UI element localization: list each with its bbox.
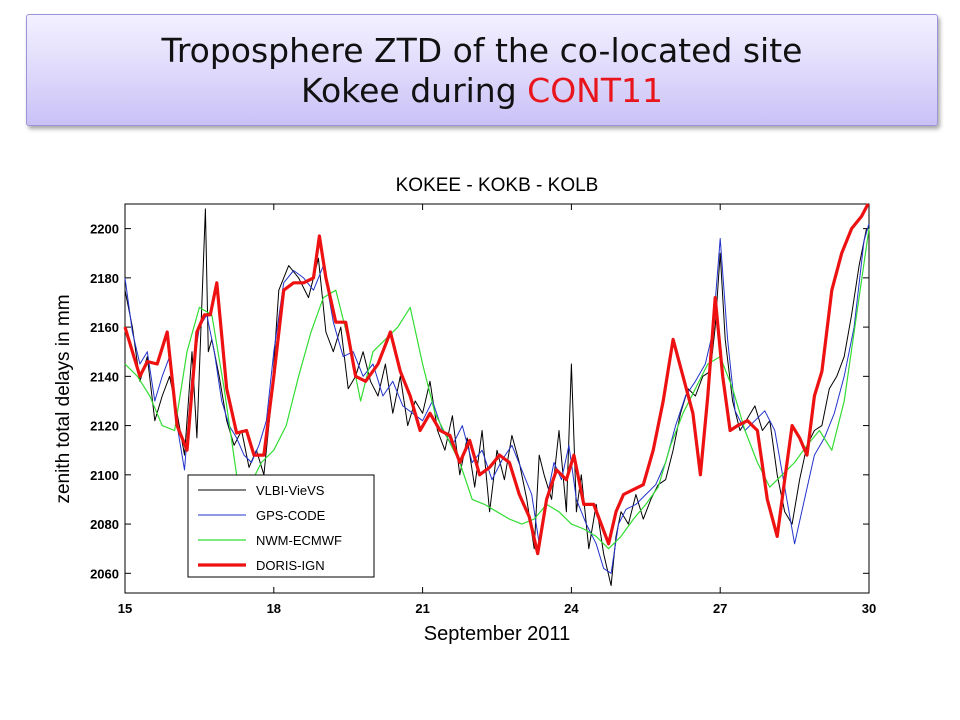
x-tick-label: 18 xyxy=(267,601,281,616)
y-tick-label: 2120 xyxy=(90,419,119,434)
slide-title-highlight: CONT11 xyxy=(527,71,664,110)
chart-title: KOKEE - KOKB - KOLB xyxy=(396,175,599,196)
y-tick-label: 2200 xyxy=(90,222,119,237)
x-tick-label: 24 xyxy=(564,601,579,616)
y-axis-label: zenith total delays in mm xyxy=(53,294,74,503)
y-tick-label: 2060 xyxy=(90,566,119,581)
slide-title-line2-prefix: Kokee during xyxy=(300,71,528,110)
x-tick-label: 21 xyxy=(415,601,429,616)
y-tick-label: 2160 xyxy=(90,320,119,335)
x-tick-label: 30 xyxy=(862,601,876,616)
legend-entries: VLBI-VieVS GPS-CODE NWM-ECMWF DORIS-IGN xyxy=(198,483,342,573)
slide-title-line1: Troposphere ZTD of the co-located site xyxy=(161,31,803,70)
y-tick-label: 2080 xyxy=(90,517,119,532)
legend-label-vlbi-vievs: VLBI-VieVS xyxy=(256,483,325,498)
legend-label-doris-ign: DORIS-IGN xyxy=(256,558,325,573)
slide-title-line2: Kokee during CONT11 xyxy=(27,71,937,111)
legend-label-nwm-ecmwf: NWM-ECMWF xyxy=(256,533,342,548)
legend-box xyxy=(187,474,375,578)
series-line-doris-ign xyxy=(123,203,870,556)
legend-label-gps-code: GPS-CODE xyxy=(256,508,326,523)
x-tick-label: 27 xyxy=(713,601,727,616)
series-line-vlbi-vievs xyxy=(124,208,867,587)
y-tick-label: 2180 xyxy=(90,271,119,286)
y-tick-label: 2100 xyxy=(90,468,119,483)
slide-title-banner: Troposphere ZTD of the co-located site K… xyxy=(26,14,938,126)
legend: VLBI-VieVS GPS-CODE NWM-ECMWF DORIS-IGN xyxy=(187,474,375,578)
x-axis-label: September 2011 xyxy=(424,623,570,645)
x-tick-label: 15 xyxy=(118,601,132,616)
axis-ticks: 15 18 21 24 27 30 2060 2080 2100 2120 2140 2160 2180… xyxy=(90,204,876,616)
y-tick-label: 2140 xyxy=(90,369,119,384)
